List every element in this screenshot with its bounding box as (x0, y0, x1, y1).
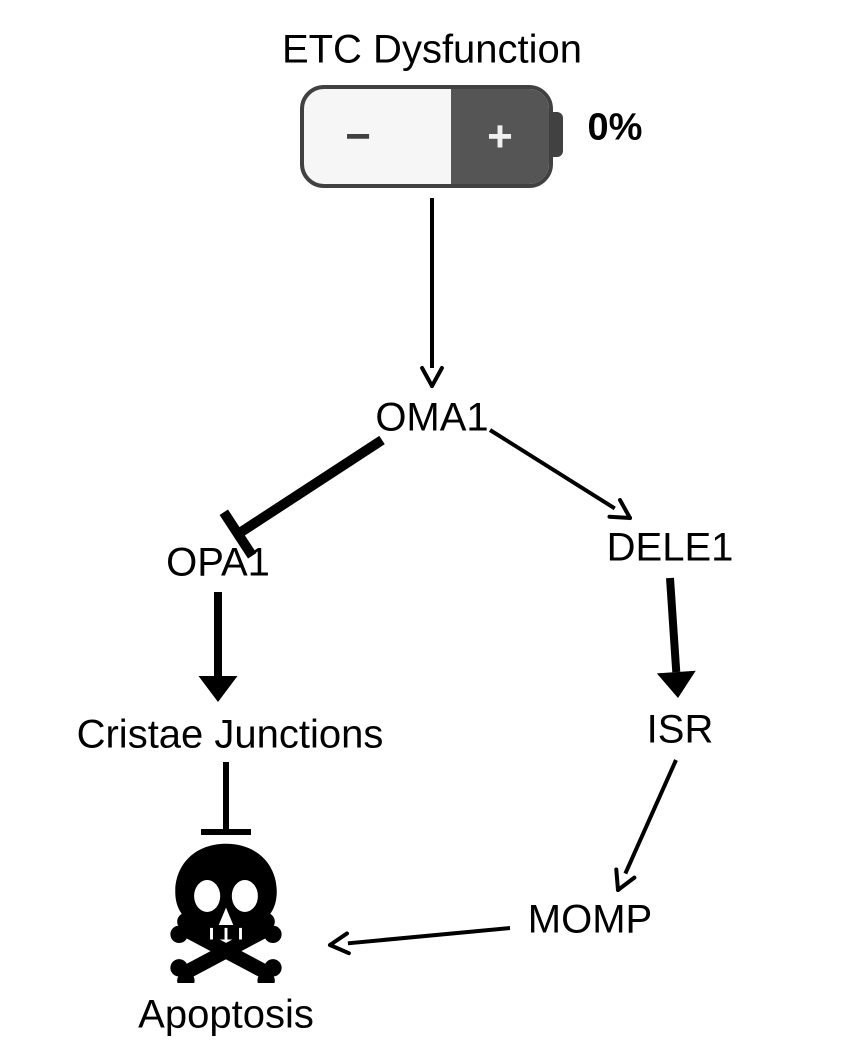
battery-plus-sign: + (487, 112, 513, 162)
dele1-label: DELE1 (607, 526, 734, 571)
diagram-canvas: − + (0, 0, 864, 1050)
oma1-label: OMA1 (375, 396, 488, 441)
opa1-label: OPA1 (166, 541, 270, 586)
battery-body: − + (300, 85, 553, 188)
skull-svg (146, 838, 306, 983)
skull-icon (146, 838, 306, 983)
title-label: ETC Dysfunction (282, 28, 582, 73)
battery-cap (549, 112, 563, 157)
isr-label: ISR (647, 708, 714, 753)
battery-minus-sign: − (345, 112, 371, 162)
battery-icon: − + (300, 85, 559, 180)
percent-label: 0% (588, 107, 643, 150)
momp-label: MOMP (528, 898, 652, 943)
apoptosis-label: Apoptosis (138, 993, 314, 1038)
cristae-junctions-label: Cristae Junctions (77, 713, 384, 758)
